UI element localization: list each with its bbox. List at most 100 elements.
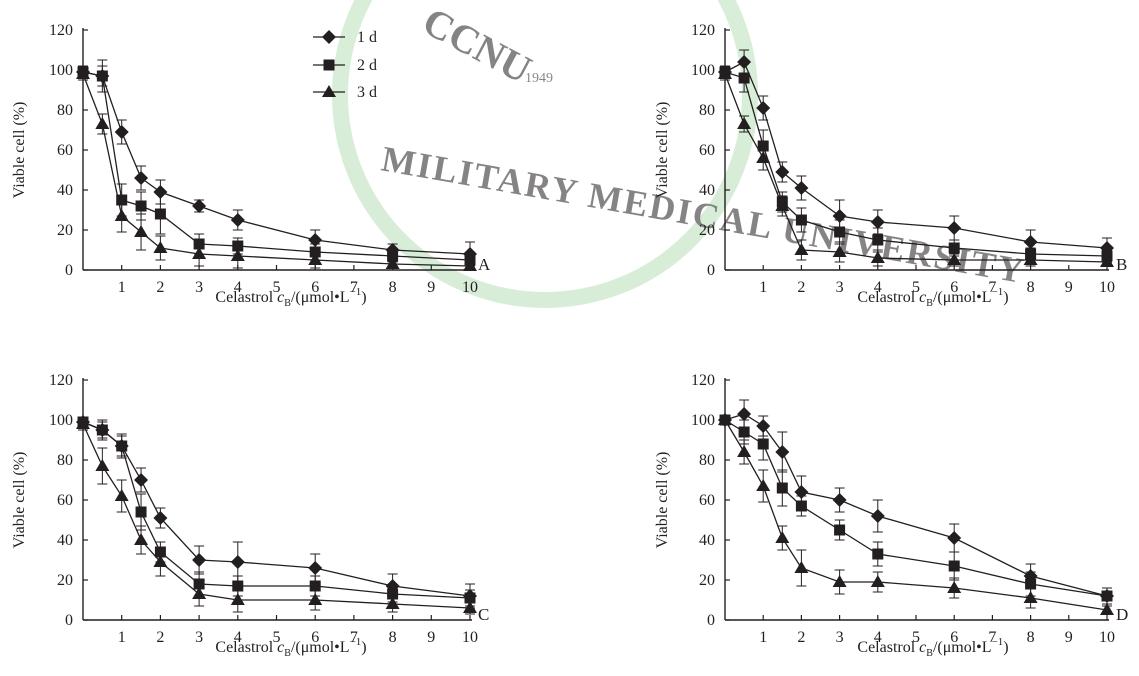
- x-axis-title: Celastrol cB/(μmol•L−1): [215, 286, 366, 309]
- data-point: [948, 560, 960, 572]
- data-point: [947, 221, 962, 235]
- x-axis-title-part: c: [277, 289, 284, 306]
- watermark-ring: [332, 0, 758, 308]
- x-tick-label: 10: [462, 279, 478, 296]
- y-axis-title: Viable cell (%): [11, 452, 28, 549]
- series-1d: [718, 399, 1114, 605]
- x-axis-title-part: /(μmol•L: [933, 639, 992, 656]
- data-point: [757, 438, 769, 450]
- y-tick-label: 120: [691, 372, 715, 389]
- data-point: [76, 417, 90, 429]
- chart-panel-b: 0 20 40 60 80 100 120 1 2 3 4 5 6 7 8 9 10 Viable cell (%…: [654, 22, 1127, 309]
- data-point: [737, 445, 752, 457]
- watermark: CCNU MILITARY MEDICAL UNIVERSITY 1949: [332, 0, 1029, 308]
- legend-marker: [322, 30, 336, 44]
- data-point: [134, 171, 149, 185]
- panel-label: D: [1116, 605, 1128, 624]
- data-point: [870, 509, 885, 523]
- y-tick-label: 0: [707, 612, 715, 629]
- legend-entry-2d: 2 d: [313, 57, 377, 74]
- data-point: [134, 473, 149, 487]
- x-axis-title-part: Celastrol: [857, 639, 919, 656]
- x-axis-title-part: c: [277, 639, 284, 656]
- data-point: [832, 493, 847, 507]
- x-axis-title-part: B: [284, 298, 291, 309]
- x-tick-label: 9: [1065, 629, 1073, 646]
- data-point: [153, 511, 168, 525]
- data-point: [947, 253, 962, 265]
- data-point: [1100, 255, 1114, 267]
- data-point: [1100, 603, 1114, 615]
- x-tick-label: 7: [350, 279, 358, 296]
- data-point: [230, 555, 245, 569]
- data-point: [153, 555, 168, 567]
- data-point: [114, 489, 129, 501]
- legend-marker: [322, 85, 336, 97]
- x-tick-label: 4: [234, 279, 242, 296]
- x-tick-label: 8: [1027, 279, 1035, 296]
- data-point: [95, 459, 110, 471]
- data-point: [718, 413, 732, 425]
- x-tick-label: 7: [350, 629, 358, 646]
- x-tick-label: 6: [311, 629, 319, 646]
- data-point: [738, 72, 750, 84]
- x-tick-label: 5: [912, 629, 920, 646]
- data-point: [308, 253, 323, 265]
- data-point: [135, 200, 147, 212]
- data-point: [756, 151, 771, 163]
- x-tick-label: 2: [156, 629, 164, 646]
- x-tick-label: 5: [273, 279, 281, 296]
- x-tick-label: 4: [874, 279, 882, 296]
- data-point: [872, 234, 884, 246]
- x-axis-title-part: c: [919, 639, 926, 656]
- y-tick-label: 120: [49, 372, 73, 389]
- x-axis-title-part: /(μmol•L: [291, 289, 350, 306]
- data-point: [114, 125, 129, 139]
- data-point: [192, 587, 207, 599]
- x-axis-title-part: Celastrol: [857, 289, 919, 306]
- watermark-year: 1949: [525, 71, 553, 86]
- data-point: [134, 533, 149, 545]
- series-2d: [77, 416, 476, 607]
- data-point: [775, 165, 790, 179]
- y-tick-label: 100: [691, 62, 715, 79]
- legend-label: 2 d: [357, 57, 377, 74]
- data-point: [775, 445, 790, 459]
- y-tick-label: 0: [707, 262, 715, 279]
- data-point: [153, 241, 168, 253]
- series-line-1d: [724, 61, 1108, 249]
- x-tick-label: 3: [195, 629, 203, 646]
- x-axis-title-part: B: [926, 648, 933, 659]
- data-point: [192, 247, 207, 259]
- y-tick-label: 40: [699, 532, 715, 549]
- y-tick-label: 60: [699, 142, 715, 159]
- watermark-text-bottom: MILITARY MEDICAL UNIVERSITY: [379, 138, 1029, 291]
- chart-panel-d: 0 20 40 60 80 100 120 1 2 3 4 5 6 7 8 9 10 Viable cell (%…: [654, 372, 1128, 659]
- x-axis-title-part: Celastrol: [215, 289, 277, 306]
- y-tick-label: 120: [691, 22, 715, 39]
- x-axis-title-part: ): [361, 639, 366, 656]
- y-tick-label: 100: [49, 62, 73, 79]
- legend-label: 3 d: [357, 84, 377, 101]
- x-axis-title-part: c: [919, 289, 926, 306]
- x-tick-label: 3: [195, 279, 203, 296]
- x-tick-label: 8: [1027, 629, 1035, 646]
- data-point: [308, 561, 323, 575]
- data-point: [794, 561, 809, 573]
- x-tick-label: 2: [156, 279, 164, 296]
- x-tick-label: 8: [389, 279, 397, 296]
- series-line-3d: [82, 73, 471, 267]
- legend-entry-1d: 1 d: [313, 29, 377, 46]
- x-tick-label: 1: [118, 629, 126, 646]
- data-point: [737, 55, 752, 69]
- data-point: [947, 531, 962, 545]
- series-3d: [76, 67, 477, 271]
- data-point: [718, 67, 732, 79]
- x-tick-label: 6: [950, 279, 958, 296]
- data-point: [1025, 578, 1037, 590]
- y-tick-label: 60: [57, 492, 73, 509]
- series-line-3d: [724, 73, 1108, 263]
- data-point: [737, 407, 752, 421]
